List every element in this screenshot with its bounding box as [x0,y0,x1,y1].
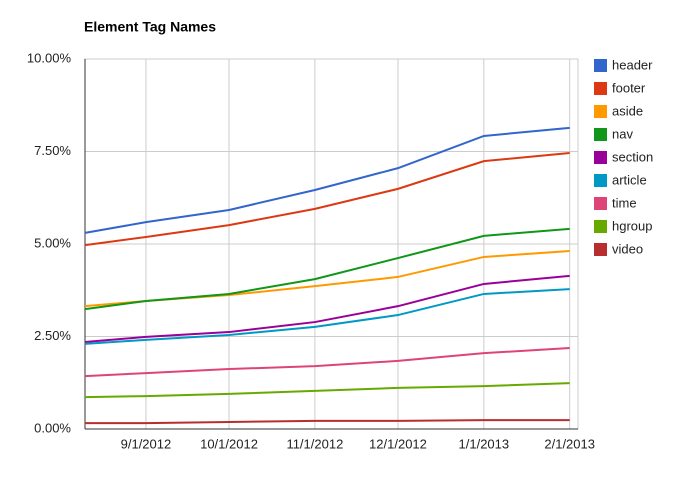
legend-swatch [594,220,607,233]
legend-label: section [612,149,653,164]
x-tick-label: 12/1/2012 [369,436,427,451]
y-tick-label: 5.00% [34,235,71,250]
x-tick-label: 1/1/2013 [459,436,510,451]
legend-swatch [594,82,607,95]
series-line [84,288,570,345]
legend-label: time [612,195,637,210]
series-line [84,382,570,399]
legend-swatch [594,197,607,210]
y-tick-label: 0.00% [34,420,71,435]
legend-label: nav [612,126,633,141]
x-tick-label: 9/1/2012 [121,436,172,451]
legend-label: hgroup [612,218,652,233]
legend-swatch [594,151,607,164]
series-line [84,126,570,234]
series-line [84,346,570,378]
legend-label: article [612,172,647,187]
legend-label: footer [612,80,646,95]
legend-swatch [594,59,607,72]
x-tick-label: 2/1/2013 [544,436,595,451]
legend-swatch [594,174,607,187]
y-tick-label: 2.50% [34,328,71,343]
y-tick-label: 7.50% [34,143,71,158]
legend-label: video [612,241,643,256]
series-line [85,419,570,425]
y-tick-label: 10.00% [27,50,72,65]
legend-swatch [594,105,607,118]
chart-title: Element Tag Names [84,19,216,35]
legend-swatch [594,128,607,141]
legend-label: aside [612,103,643,118]
legend-label: header [612,57,653,72]
legend-swatch [594,243,607,256]
x-tick-label: 11/1/2012 [286,436,343,451]
series-line [84,227,570,311]
series-line [84,151,570,247]
series-line [84,274,570,344]
series-line [84,250,570,308]
x-tick-label: 10/1/2012 [200,436,258,451]
